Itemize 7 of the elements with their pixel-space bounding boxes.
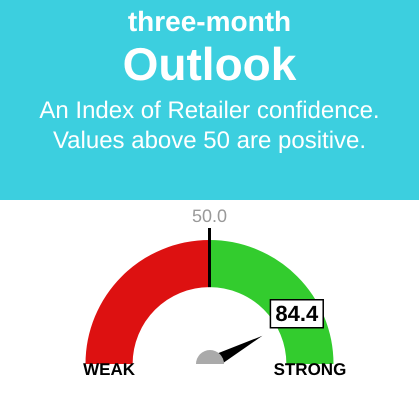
text: 50.0 <box>192 206 228 226</box>
text: An Index of Retailer confidence. Values above 50 are positive. <box>38 96 381 156</box>
text: 84.4 <box>275 300 319 326</box>
chart-title: three-month <box>126 6 292 38</box>
slice-label: WEAK <box>83 360 136 379</box>
chart-subtitle: Outlook <box>122 38 298 90</box>
slice-label: STRONG <box>274 360 346 379</box>
